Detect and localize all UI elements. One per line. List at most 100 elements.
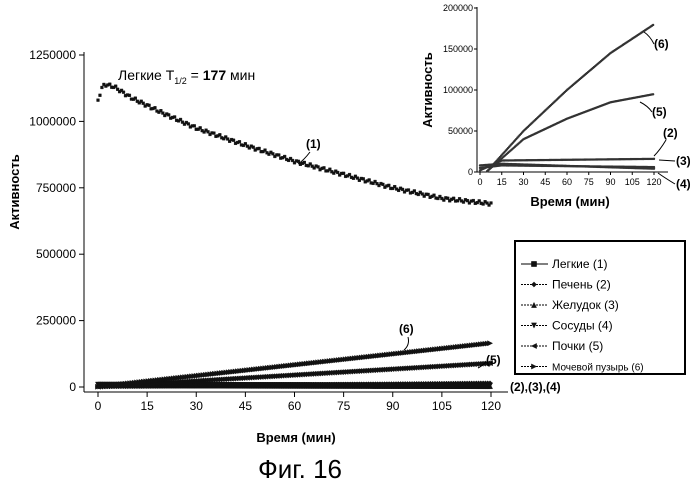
legend-label-lungs: Легкие (1) (552, 257, 608, 271)
data-point-lungs (387, 184, 390, 187)
inset-x-tick-label: 75 (584, 177, 594, 187)
series-tag-bottom: (2),(3),(4) (510, 380, 561, 394)
inset-x-tick-label: 0 (477, 177, 482, 187)
data-point-lungs (407, 189, 410, 192)
data-point-lungs (277, 154, 280, 157)
data-point-lungs (433, 194, 436, 197)
inset-x-tick-label: 60 (562, 177, 572, 187)
half-life-annotation: Легкие T1/2 = 177 мин (118, 67, 255, 86)
y-tick-label: 0 (69, 380, 76, 394)
inset-y-tick-label: 0 (468, 167, 473, 177)
data-point-lungs (154, 106, 157, 109)
data-point-lungs (297, 160, 300, 163)
data-point-lungs (213, 132, 216, 135)
data-point-lungs (122, 91, 125, 94)
y-tick-label: 1000000 (29, 114, 76, 128)
y-tick-label: 500000 (36, 247, 76, 261)
inset-data-point-vessels (653, 168, 655, 170)
y-axis-label: Активность (7, 154, 22, 229)
inset-y-axis-label: Активность (420, 52, 435, 127)
data-point-lungs (264, 149, 267, 152)
annotation-unit: мин (226, 67, 255, 83)
inset-x-tick-label: 90 (605, 177, 615, 187)
leader-line-bladder (404, 337, 409, 350)
data-point-lungs (303, 161, 306, 164)
inset-leader-line-liver (654, 140, 666, 156)
data-point-lungs (323, 166, 326, 169)
x-axis-label: Время (мин) (256, 430, 335, 445)
data-point-lungs (252, 146, 255, 149)
inset-chart: 0153045607590105120050000100000150000200… (420, 3, 691, 209)
data-point-lungs (101, 86, 104, 89)
data-point-lungs (382, 183, 385, 186)
x-tick-label: 105 (432, 399, 452, 413)
annotation-prefix: Легкие T (118, 67, 175, 83)
inset-y-tick-label: 100000 (443, 85, 473, 95)
inset-x-tick-label: 45 (540, 177, 550, 187)
x-tick-label: 0 (95, 399, 102, 413)
data-point-lungs (218, 133, 221, 136)
x-tick-label: 45 (239, 399, 253, 413)
inset-x-tick-label: 30 (518, 177, 528, 187)
data-point-lungs (114, 85, 117, 88)
inset-series-tag-bladder: (6) (654, 37, 669, 51)
data-point-lungs (142, 102, 145, 105)
inset-leader-line-stomach (659, 160, 675, 161)
figure: 0153045607590105120025000050000075000010… (0, 0, 699, 488)
data-point-lungs (199, 126, 202, 129)
series-tag-lungs: (1) (306, 137, 321, 151)
figure-caption: Фиг. 16 (258, 454, 342, 484)
inset-x-tick-label: 120 (646, 177, 661, 187)
data-point-lungs (317, 165, 320, 168)
x-tick-label: 60 (288, 399, 302, 413)
data-point-lungs (232, 139, 235, 142)
data-point-lungs (413, 189, 416, 192)
data-point-lungs (193, 124, 196, 127)
annotation-eq: = (187, 67, 203, 83)
data-point-lungs (348, 173, 351, 176)
series-tag-bladder: (6) (399, 322, 414, 336)
inset-data-point-bladder (652, 24, 654, 26)
data-point-lungs (128, 94, 131, 97)
data-point-lungs (342, 172, 345, 175)
inset-data-point-liver (653, 158, 655, 160)
inset-y-tick-label: 200000 (443, 3, 473, 13)
data-point-lungs (173, 116, 176, 119)
data-point-lungs (472, 199, 475, 202)
inset-x-tick-label: 15 (497, 177, 507, 187)
x-tick-label: 75 (337, 399, 351, 413)
data-point-lungs (108, 83, 111, 86)
data-point-lungs (490, 202, 493, 205)
inset-series-tag-stomach: (3) (676, 154, 691, 168)
data-point-lungs (271, 152, 274, 155)
x-tick-label: 15 (140, 399, 154, 413)
annotation-subscript: 1/2 (174, 76, 187, 86)
legend-label-liver: Печень (2) (552, 278, 611, 292)
legend-label-kidneys: Почки (5) (552, 339, 603, 353)
data-point-lungs (134, 97, 137, 100)
data-point-lungs (238, 140, 241, 143)
inset-leader-line-bladder (644, 32, 654, 44)
data-point-lungs (167, 113, 170, 116)
inset-y-tick-label: 50000 (448, 126, 473, 136)
x-tick-label: 30 (190, 399, 204, 413)
data-point-lungs (283, 155, 286, 158)
legend-label-stomach: Желудок (3) (552, 298, 619, 312)
legend-label-vessels: Сосуды (4) (552, 319, 613, 333)
data-point-lungs (179, 118, 182, 121)
legend-marker-lungs (531, 261, 536, 266)
legend: Легкие (1) Печень (2) Желудок (3) Сосуды (4… (515, 241, 685, 374)
data-point-lungs (148, 104, 151, 107)
inset-data-point-kidneys (652, 93, 654, 95)
data-point-lungs (258, 147, 261, 150)
inset-series-tag-vessels: (4) (676, 177, 691, 191)
y-tick-label: 250000 (36, 314, 76, 328)
inset-series-tag-liver: (2) (663, 126, 678, 140)
data-point-lungs (99, 94, 102, 97)
annotation-value: 177 (203, 67, 227, 83)
x-tick-label: 90 (386, 399, 400, 413)
series-tag-kidneys: (5) (486, 353, 501, 367)
y-tick-label: 750000 (36, 181, 76, 195)
inset-y-tick-label: 150000 (443, 44, 473, 54)
data-point-lungs (207, 130, 210, 133)
